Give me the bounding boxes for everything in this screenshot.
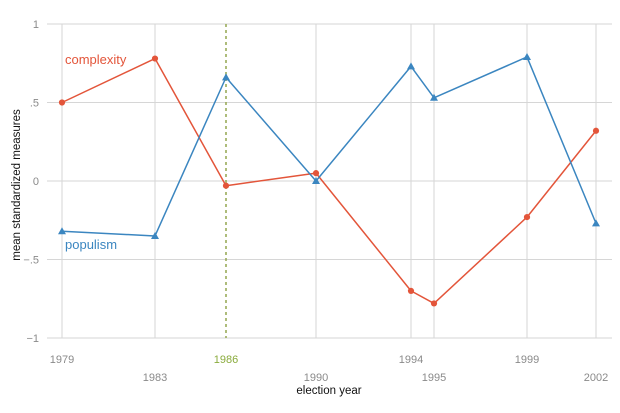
data-point-populism-1983 [151,231,159,239]
data-point-complexity-1995 [430,300,438,307]
y-tick-label-0: 1 [33,19,39,31]
x-axis-tick-labels: 1979 1983 1986 1990 1994 1995 1999 2002 [50,354,608,384]
y-axis-tick-labels: 1 .5 0 −.5 −1 [23,19,39,345]
data-point-complexity-1983 [151,55,159,62]
series-inline-labels: complexity populism [65,52,127,252]
x-tick-label-1994: 1994 [399,354,423,366]
data-point-complexity-1979 [58,99,66,106]
x-axis-title: election year [296,385,361,397]
data-point-complexity-1990 [312,170,320,177]
x-tick-label-1979: 1979 [50,354,74,366]
y-tick-label-1: .5 [30,98,39,110]
series-markers [58,52,600,307]
series-line-populism [61,56,597,237]
data-point-populism-2002 [592,219,600,227]
x-tick-label-2002: 2002 [584,372,608,384]
x-tick-label-1983: 1983 [143,372,167,384]
horizontal-gridlines [47,23,612,339]
series-lines [61,56,597,305]
series-line-complexity [61,57,597,305]
y-axis-title: mean standardized measures [11,109,23,261]
x-tick-label-1995: 1995 [422,372,446,384]
data-point-populism-1999 [523,52,531,60]
data-point-complexity-2002 [592,127,600,134]
data-point-complexity-1994 [407,287,415,294]
x-tick-label-1999: 1999 [515,354,539,366]
vertical-gridlines [61,24,597,338]
data-point-populism-1986 [222,73,230,81]
data-point-complexity-1986 [222,182,230,189]
series-label-populism: populism [65,237,117,252]
series-label-complexity: complexity [65,52,127,67]
data-point-populism-1990 [312,177,320,184]
data-point-populism-1994 [407,62,415,70]
data-point-populism-1995 [430,93,438,101]
y-tick-label-2: 0 [33,176,39,188]
data-point-populism-1979 [58,227,66,235]
x-tick-label-1990: 1990 [304,372,328,384]
x-tick-label-1986: 1986 [214,354,238,366]
y-tick-label-3: −.5 [23,255,39,267]
data-point-complexity-1999 [523,214,531,221]
y-tick-label-4: −1 [26,333,39,345]
